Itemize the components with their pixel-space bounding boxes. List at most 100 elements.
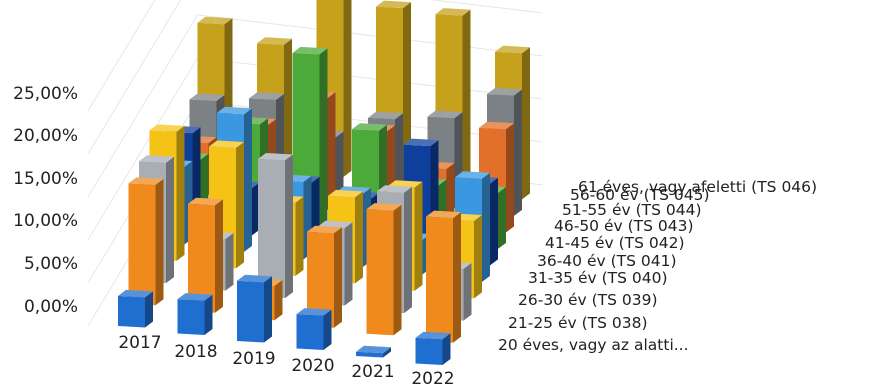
y-tick-label: 20,00%	[13, 126, 78, 146]
bar	[118, 289, 153, 328]
bar-top-face	[479, 121, 514, 130]
bar-top-face	[426, 210, 461, 219]
x-category-label: 2018	[174, 342, 217, 362]
y-tick-label: 15,00%	[13, 169, 78, 189]
bar-side-face	[225, 233, 234, 291]
bar-front-face	[415, 337, 443, 365]
x-category-label: 2019	[232, 349, 275, 369]
bar-side-face	[145, 291, 153, 328]
bar	[296, 308, 332, 350]
bar-side-face	[166, 156, 174, 284]
bar-top-face	[237, 274, 272, 283]
bar-side-face	[284, 38, 292, 170]
bar-side-face	[343, 0, 352, 177]
x-category-label: 2022	[411, 369, 454, 389]
series-depth-labels: 20 éves, vagy az alatti... 21-25 év (TS …	[498, 178, 817, 354]
bar-side-face	[522, 47, 530, 200]
series-label: 21-25 év (TS 038)	[508, 314, 648, 332]
bar-top-face	[495, 45, 530, 54]
bar-side-face	[204, 294, 213, 335]
gridline	[87, 0, 543, 155]
bar-top-face	[249, 92, 284, 100]
bar-side-face	[404, 186, 412, 314]
bar	[128, 177, 164, 306]
bar-side-face	[264, 276, 272, 343]
bar-top-face	[197, 16, 233, 25]
bar-top-face	[415, 331, 451, 340]
gridline	[87, 0, 156, 112]
bar-front-face	[258, 159, 285, 299]
bar-side-face	[383, 347, 391, 358]
bar-top-face	[427, 110, 463, 119]
bar-top-face	[177, 293, 213, 301]
series-label: 36-40 év (TS 041)	[537, 252, 677, 270]
bar-side-face	[244, 108, 252, 252]
y-tick-label: 25,00%	[13, 84, 78, 104]
bar	[188, 197, 223, 313]
bar-top-face	[188, 197, 223, 206]
series-label: 31-35 év (TS 040)	[528, 269, 668, 287]
bar-front-face	[307, 231, 334, 328]
bar-top-face	[376, 0, 411, 9]
bar-side-face	[414, 181, 423, 291]
bar-front-face	[366, 209, 394, 336]
bar-side-face	[453, 212, 461, 343]
series-label: 26-30 év (TS 039)	[518, 291, 658, 309]
x-category-label: 2021	[351, 362, 394, 382]
bar-top-face	[292, 46, 328, 55]
bar-front-face	[188, 203, 215, 313]
gridline	[87, 14, 543, 198]
bar-side-face	[393, 204, 402, 336]
bar-top-face	[435, 8, 471, 16]
bar-top-face	[377, 185, 412, 193]
bar-side-face	[355, 191, 363, 284]
bar	[258, 153, 293, 299]
series-label: 56-60 év (TS 045)	[570, 186, 710, 204]
bar-side-face	[514, 89, 522, 216]
bar-top-face	[307, 225, 342, 234]
bar-front-face	[177, 299, 205, 335]
x-category-label: 2020	[291, 356, 334, 376]
bar-front-face	[118, 295, 145, 328]
bar	[356, 345, 391, 358]
bar-side-face	[319, 48, 328, 227]
y-axis-ticks: 25,00% 20,00% 15,00% 10,00% 5,00% 0,00%	[13, 84, 78, 317]
bar-front-face	[426, 216, 453, 343]
x-axis-categories: 2017 2018 2019 2020 2021 2022	[118, 333, 454, 389]
bar-top-face	[257, 37, 292, 45]
bar-side-face	[176, 125, 185, 261]
bar-side-face	[327, 92, 336, 210]
bar-side-face	[498, 187, 506, 249]
series-label: 46-50 év (TS 043)	[554, 217, 694, 235]
bar-top-face	[403, 138, 439, 147]
bar-top-face	[352, 123, 387, 131]
bar-side-face	[395, 113, 403, 201]
bar-side-face	[344, 222, 353, 306]
bar-front-face	[296, 314, 324, 350]
bar-side-face	[463, 263, 472, 321]
series-label: 20 éves, vagy az alatti...	[498, 336, 689, 354]
bar-side-face	[274, 279, 283, 321]
series-label: 51-55 év (TS 044)	[562, 201, 702, 219]
bar-top-face	[258, 153, 293, 161]
bar-side-face	[335, 131, 344, 194]
x-category-label: 2017	[118, 333, 161, 353]
bar-side-face	[446, 163, 455, 225]
bar-side-face	[215, 199, 223, 313]
bar-top-face	[455, 171, 490, 179]
y-tick-label: 0,00%	[24, 297, 78, 317]
bar-top-face	[217, 106, 252, 115]
y-tick-label: 10,00%	[13, 211, 78, 231]
bar-side-face	[285, 154, 293, 299]
bar-side-face	[334, 227, 342, 328]
bar-side-face	[155, 178, 164, 306]
bar-side-face	[482, 172, 490, 282]
bar	[415, 331, 451, 365]
bar-side-face	[442, 333, 451, 365]
bar-front-face	[356, 351, 383, 358]
bar-top-face	[328, 189, 363, 198]
bar-top-face	[128, 177, 164, 185]
bar-front-face	[128, 183, 156, 306]
bar-front-face	[237, 280, 264, 343]
